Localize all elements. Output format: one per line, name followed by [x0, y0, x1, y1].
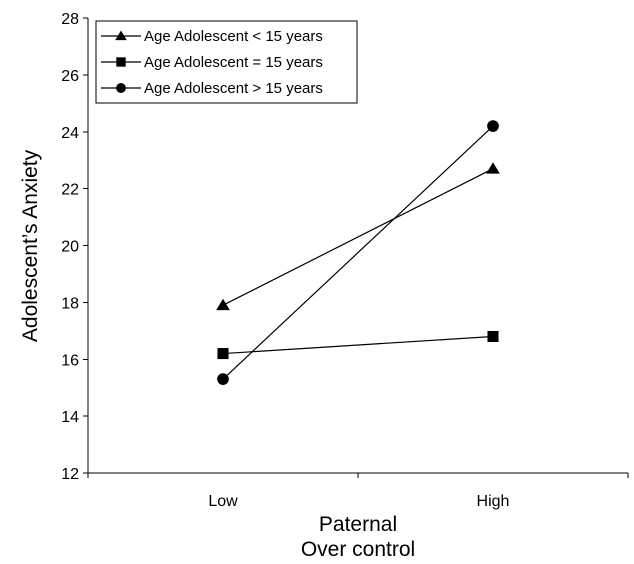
series-line-square: [222, 335, 494, 355]
legend: Age Adolescent < 15 years Age Adolescent …: [95, 20, 358, 104]
legend-circle-icon: [116, 83, 126, 93]
series-layer: [216, 120, 500, 386]
y-tick-label: 24: [61, 125, 79, 142]
y-tick-label: 12: [61, 466, 79, 483]
y-tick-label: 18: [61, 295, 79, 312]
y-tick-label: 26: [61, 68, 79, 85]
legend-square-icon: [116, 57, 126, 67]
y-tick-label: 20: [61, 239, 79, 256]
x-tick-label: Low: [208, 493, 238, 510]
y-tick-label: 28: [61, 11, 79, 28]
series-line-circle: [222, 125, 494, 380]
circle-marker: [217, 373, 229, 386]
triangle-marker: [216, 298, 230, 311]
y-tick-label: 22: [61, 182, 79, 199]
circle-marker: [487, 120, 499, 132]
legend-label: Age Adolescent = 15 years: [144, 54, 323, 71]
legend-label: Age Adolescent < 15 years: [144, 28, 323, 45]
triangle-marker: [486, 162, 500, 174]
y-tick-label: 16: [61, 352, 79, 369]
legend-label: Age Adolescent > 15 years: [144, 80, 323, 97]
x-axis-title-line-2: Over control: [301, 538, 415, 561]
x-axis-title-line-1: Paternal: [319, 513, 397, 536]
square-marker: [487, 330, 499, 343]
square-marker: [217, 348, 229, 360]
y-axis-title: Adolescent’s Anxiety: [19, 149, 42, 342]
y-tick-label: 14: [61, 409, 79, 426]
ticks: 12 14 16 18 20 22 24 26 28 Low High: [61, 11, 629, 510]
x-tick-label: High: [477, 493, 510, 510]
legend-triangle-icon: [115, 30, 127, 41]
series-line-triangle: [222, 168, 494, 306]
